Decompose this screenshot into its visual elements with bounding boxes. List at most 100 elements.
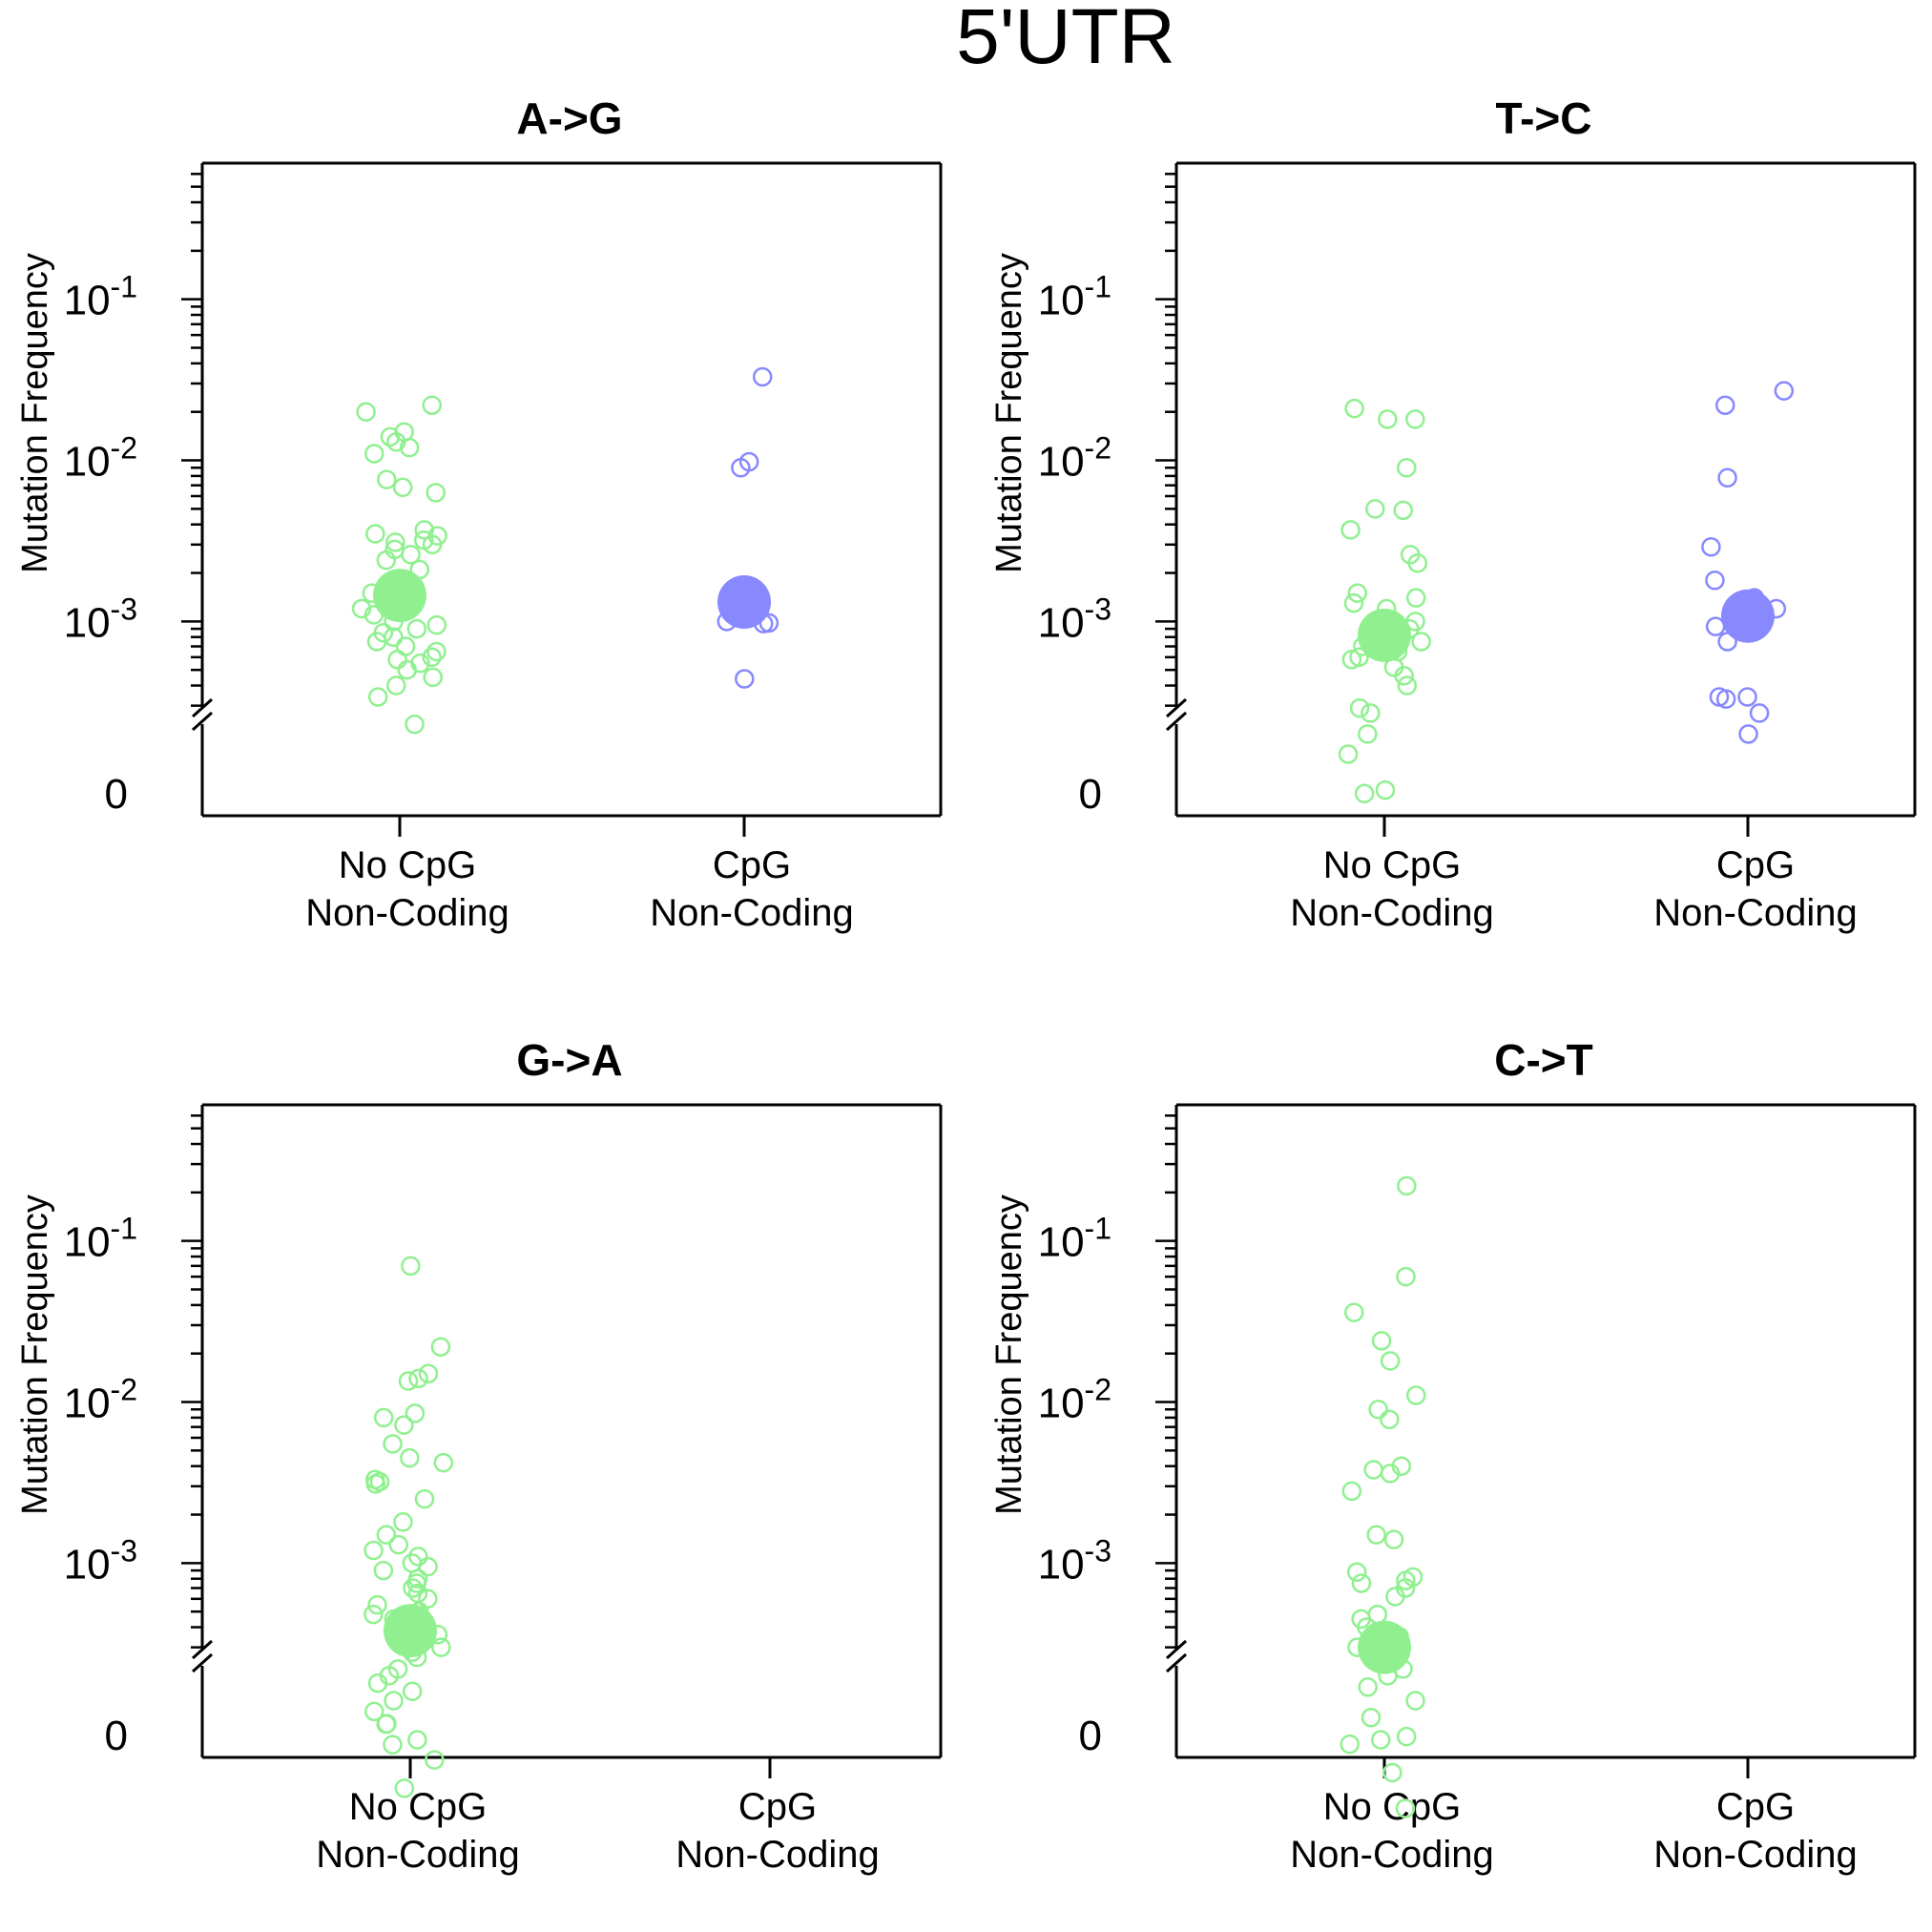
data-point xyxy=(366,632,387,652)
y-zero-label: 0 xyxy=(105,1713,128,1759)
y-axis-label: Mutation Frequency xyxy=(15,1195,55,1515)
y-tick-label: 10-3 xyxy=(1038,592,1111,646)
data-point xyxy=(1717,467,1737,488)
data-point xyxy=(1380,1351,1401,1371)
data-point xyxy=(1701,537,1721,557)
data-point xyxy=(1380,1409,1400,1429)
data-point xyxy=(1361,703,1381,723)
data-point xyxy=(422,395,442,415)
data-point xyxy=(367,1672,388,1693)
panel-4: C->T 10-1 10-2 10-3 0 Mutation Frequency No Cp… xyxy=(989,1035,1917,1876)
data-point xyxy=(356,402,376,422)
data-point xyxy=(367,687,388,707)
x-category-label-line2: Non-Coding xyxy=(316,1834,519,1876)
y-tick-label: 10-1 xyxy=(64,1212,137,1266)
data-point xyxy=(1344,398,1364,419)
data-point xyxy=(1340,520,1361,540)
x-category-label-line2: Non-Coding xyxy=(650,892,853,934)
data-point xyxy=(385,532,405,552)
data-point xyxy=(1347,583,1368,603)
x-category-label-line2: Non-Coding xyxy=(675,1834,879,1876)
data-point xyxy=(401,545,421,565)
data-point xyxy=(377,469,397,489)
x-category-label-line2: Non-Coding xyxy=(1653,892,1857,934)
data-point xyxy=(1705,571,1725,591)
data-point xyxy=(1394,666,1414,686)
data-point xyxy=(388,1534,409,1555)
data-point xyxy=(418,1363,439,1384)
y-tick-label: 10-3 xyxy=(1038,1533,1111,1588)
data-point xyxy=(752,366,773,387)
panel-title: C->T xyxy=(1494,1035,1593,1085)
data-point xyxy=(365,524,385,544)
data-point xyxy=(1395,1798,1416,1818)
data-point xyxy=(1351,1573,1372,1593)
data-point xyxy=(1368,1399,1388,1420)
data-point xyxy=(735,669,755,689)
data-point xyxy=(1340,1734,1361,1755)
data-point xyxy=(385,675,406,696)
y-tick-label: 10-2 xyxy=(64,1373,137,1427)
x-category-label-line2: Non-Coding xyxy=(1290,892,1493,934)
series-no_cpg xyxy=(351,395,447,735)
data-point xyxy=(1366,1525,1386,1545)
data-point xyxy=(364,1540,384,1561)
data-point xyxy=(1375,779,1396,800)
series-cpg xyxy=(1701,381,1795,744)
data-point xyxy=(1382,1762,1402,1783)
data-point xyxy=(426,614,447,635)
data-point xyxy=(376,550,397,571)
x-category-label-line1: No CpG xyxy=(1323,844,1462,886)
data-point xyxy=(1715,689,1736,709)
data-point xyxy=(731,457,751,478)
y-axis-label: Mutation Frequency xyxy=(15,253,55,573)
data-point xyxy=(1714,395,1735,415)
data-point xyxy=(414,1488,435,1509)
data-point xyxy=(1338,744,1359,764)
data-point xyxy=(351,598,372,619)
y-axis-ticks xyxy=(1155,1114,1176,1649)
data-point xyxy=(1749,703,1770,723)
mean-marker xyxy=(373,569,426,623)
plot-frame xyxy=(200,161,943,818)
data-point xyxy=(399,437,420,458)
data-point xyxy=(1737,687,1757,707)
data-point xyxy=(1411,632,1431,652)
data-point xyxy=(393,1512,413,1532)
data-point xyxy=(1385,1587,1405,1607)
y-axis-label: Mutation Frequency xyxy=(989,1195,1029,1515)
y-zero-label: 0 xyxy=(1079,1713,1102,1759)
x-category-label-line2: Non-Coding xyxy=(1653,1834,1857,1876)
data-point xyxy=(403,1578,423,1598)
x-category-label-line1: CpG xyxy=(738,1786,817,1828)
y-tick-label: 10-2 xyxy=(1038,1373,1111,1427)
mean-marker xyxy=(717,574,771,629)
data-point xyxy=(406,1573,426,1593)
mean-marker xyxy=(1358,608,1411,662)
data-point xyxy=(397,659,417,680)
data-point xyxy=(1396,1266,1416,1287)
y-tick-label: 10-3 xyxy=(64,1533,137,1588)
mean-marker xyxy=(1721,589,1775,643)
data-point xyxy=(422,647,442,668)
data-point xyxy=(400,1447,420,1468)
axis-break-mark xyxy=(191,1639,214,1673)
x-category-label-line1: CpG xyxy=(1716,844,1795,886)
panel-1: A->G 10-1 10-2 10-3 0 Mutation Frequency No Cp… xyxy=(15,93,943,934)
data-point xyxy=(1361,1707,1381,1728)
plot-frame xyxy=(1174,161,1917,818)
data-point xyxy=(1406,1385,1426,1405)
data-point xyxy=(426,483,446,503)
data-point xyxy=(364,444,384,464)
x-category-label-line1: No CpG xyxy=(339,844,477,886)
mean-marker xyxy=(1358,1620,1411,1674)
data-point xyxy=(431,1637,451,1657)
data-point xyxy=(1363,1460,1383,1480)
data-point xyxy=(1383,1529,1404,1549)
x-category-label-line2: Non-Coding xyxy=(305,892,509,934)
data-point xyxy=(1397,457,1417,478)
panel-3: G->A 10-1 10-2 10-3 0 Mutation Frequency No Cp… xyxy=(15,1035,943,1876)
data-point xyxy=(433,1452,454,1473)
y-axis-ticks xyxy=(1155,173,1176,707)
